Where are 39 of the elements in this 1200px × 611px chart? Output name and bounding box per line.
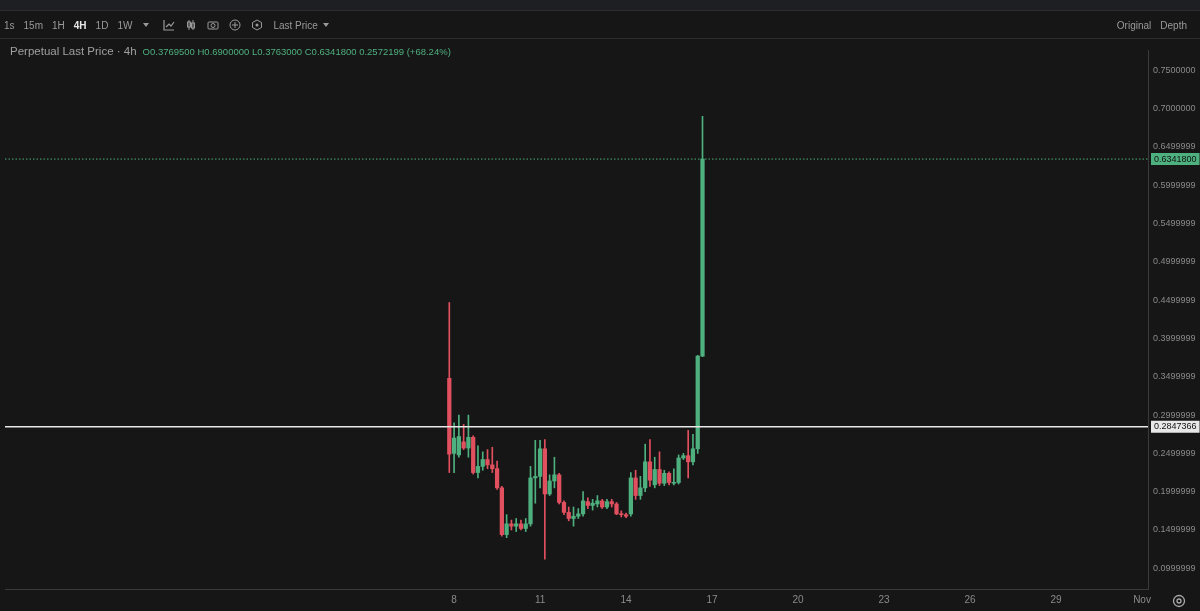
text: Original — [1116, 19, 1152, 31]
text: 1s — [4, 19, 15, 31]
y-tick-label: 0.2999999 — [1153, 409, 1196, 420]
y-tick-label: 0.2499999 — [1153, 447, 1196, 458]
text: 4H — [73, 19, 87, 31]
annotation: O0.3769500 H0.6900000 L0.3763000 C0.6341800 0.2572199 (+68.24%) — [142, 46, 451, 57]
text: 15m — [23, 19, 44, 31]
y-tick-label: 0.6499999 — [1153, 141, 1196, 152]
y-tick-label: 0.5999999 — [1153, 179, 1196, 190]
x-tick-label: 11 — [534, 593, 546, 605]
y-tick-label: 0.7500000 — [1153, 64, 1196, 75]
y-tick-label: 0.4499999 — [1153, 294, 1196, 305]
text: Depth — [1160, 19, 1187, 31]
text: 1H — [52, 19, 65, 31]
candlestick — [686, 430, 691, 479]
text: Last Price — [273, 19, 318, 31]
chart-title: Perpetual Last Price · 4h — [10, 45, 137, 57]
ref-line-label: 0.2847366 — [1154, 421, 1197, 432]
text: 1D — [95, 19, 109, 31]
x-tick-label: 20 — [792, 593, 805, 605]
x-tick-label: 8 — [451, 593, 458, 605]
y-tick-label: 0.1499999 — [1153, 524, 1196, 535]
text: 1W — [117, 19, 133, 31]
x-tick-label: 29 — [1050, 593, 1063, 605]
candlestick — [514, 518, 519, 532]
y-tick-label: 0.4999999 — [1153, 256, 1196, 267]
y-tick-label: 0.3499999 — [1153, 371, 1196, 382]
x-tick-label: 17 — [706, 593, 719, 605]
x-tick-label: 23 — [878, 593, 891, 605]
y-tick-label: 0.7000000 — [1153, 103, 1196, 114]
y-tick-label: 0.1999999 — [1153, 486, 1196, 497]
y-tick-label: 0.5499999 — [1153, 218, 1196, 229]
x-tick-label: Nov — [1133, 593, 1151, 605]
candlestick — [475, 445, 481, 479]
x-tick-label: 14 — [620, 593, 633, 605]
y-tick-label: 0.3999999 — [1153, 332, 1196, 343]
ref-line-label: 0.6341800 — [1154, 153, 1197, 164]
x-tick-label: 26 — [964, 593, 977, 605]
y-tick-label: 0.0999999 — [1153, 562, 1196, 573]
